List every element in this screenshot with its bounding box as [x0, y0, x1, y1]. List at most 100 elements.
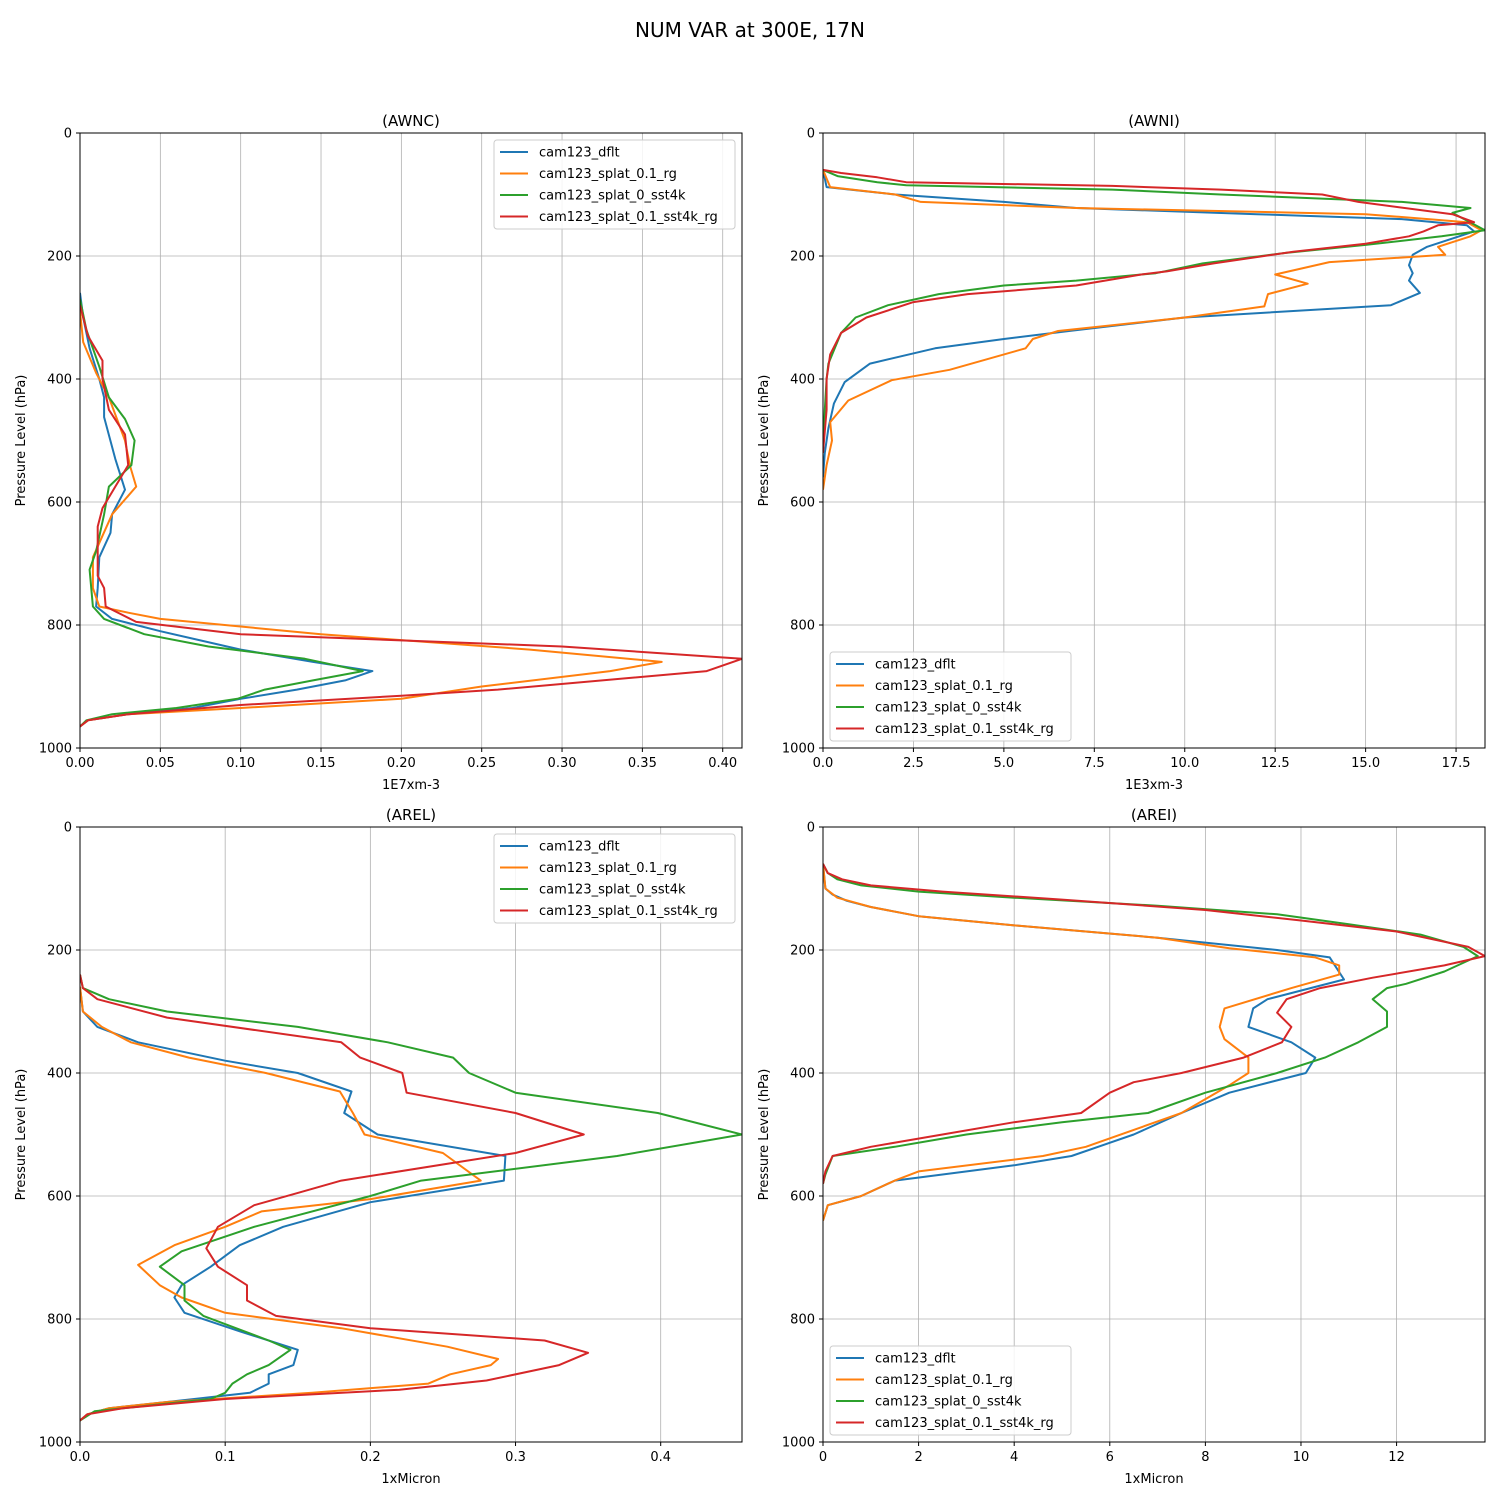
x-tick-label: 0.15 — [307, 756, 336, 771]
axes-frame — [822, 132, 1486, 749]
x-tick-label: 0.30 — [548, 756, 577, 771]
legend: cam123_dflt cam123_splat_0.1_rg cam123_spl… — [493, 833, 736, 924]
legend: cam123_dflt cam123_splat_0.1_rg cam123_spl… — [829, 1345, 1072, 1436]
chart-title: (AREI) — [1131, 806, 1177, 824]
y-axis-label: Pressure Level (hPa) — [14, 375, 29, 507]
legend-box — [493, 139, 736, 230]
y-tick-label: 400 — [790, 1067, 815, 1082]
series-line-cam123_splat_0.1_sst4k_rg — [80, 304, 742, 728]
axes-frame — [79, 132, 743, 749]
x-tick-label: 0.1 — [215, 1450, 236, 1465]
y-tick-label: 400 — [47, 373, 72, 388]
y-axis-label: Pressure Level (hPa) — [757, 375, 772, 507]
x-tick-label: 2.5 — [903, 756, 924, 771]
legend: cam123_dflt cam123_splat_0.1_rg cam123_spl… — [829, 651, 1072, 742]
x-tick-label: 0.00 — [66, 756, 95, 771]
series-group — [80, 974, 742, 1422]
x-axis-label: 1xMicron — [1124, 1472, 1183, 1487]
y-tick-label: 200 — [47, 944, 72, 959]
plot-area — [823, 133, 1485, 748]
legend-label: cam123_splat_0_sst4k — [539, 883, 686, 898]
chart-title: (AWNC) — [382, 112, 440, 130]
legend-label: cam123_splat_0.1_sst4k_rg — [875, 722, 1054, 737]
y-tick-label: 200 — [790, 250, 815, 265]
x-axis-label: 1xMicron — [381, 1472, 440, 1487]
y-tick-label: 400 — [790, 373, 815, 388]
y-tick-label: 200 — [790, 944, 815, 959]
y-tick-label: 400 — [47, 1067, 72, 1082]
y-axis-label: Pressure Level (hPa) — [757, 1069, 772, 1201]
x-tick-label: 0.40 — [708, 756, 737, 771]
legend-label: cam123_splat_0.1_sst4k_rg — [875, 1416, 1054, 1431]
legend-label: cam123_dflt — [539, 146, 620, 161]
figure-title: NUM VAR at 300E, 17N — [635, 18, 865, 42]
axes-frame — [822, 826, 1486, 1443]
y-tick-label: 600 — [790, 1190, 815, 1205]
series-line-cam123_splat_0_sst4k — [80, 974, 742, 1422]
series-line-cam123_dflt — [80, 986, 507, 1422]
series-line-cam123_dflt — [80, 292, 374, 728]
x-tick-label: 0.05 — [146, 756, 175, 771]
y-tick-label: 600 — [790, 496, 815, 511]
chart-panel-4: 0 2 4 6 8 10 12 0 200 400 600 800 1000 (AREI) 1xMicron… — [757, 806, 1486, 1487]
x-tick-label: 6 — [1106, 1450, 1114, 1465]
y-tick-label: 1000 — [39, 742, 72, 757]
legend-label: cam123_splat_0.1_rg — [539, 861, 677, 876]
legend-box — [493, 833, 736, 924]
series-line-cam123_splat_0.1_sst4k_rg — [823, 168, 1476, 453]
chart-title: (AREL) — [386, 806, 436, 824]
x-tick-label: 10 — [1293, 1450, 1310, 1465]
x-tick-label: 0.3 — [505, 1450, 526, 1465]
legend-label: cam123_splat_0_sst4k — [875, 1395, 1022, 1410]
x-axis-label: 1E3xm-3 — [1125, 778, 1183, 793]
x-tick-label: 7.5 — [1084, 756, 1105, 771]
legend-label: cam123_splat_0.1_rg — [875, 1373, 1013, 1388]
y-tick-label: 0 — [64, 127, 72, 142]
x-tick-label: 15.0 — [1351, 756, 1380, 771]
legend-label: cam123_splat_0.1_rg — [539, 167, 677, 182]
legend: cam123_dflt cam123_splat_0.1_rg cam123_spl… — [493, 139, 736, 230]
x-axis-label: 1E7xm-3 — [382, 778, 440, 793]
x-tick-label: 17.5 — [1442, 756, 1471, 771]
series-line-cam123_splat_0_sst4k — [80, 298, 364, 728]
series-line-cam123_splat_0.1_rg — [80, 986, 500, 1422]
panels: 0.00 0.05 0.10 0.15 0.20 0.25 0.30 0.35 0.400200… — [14, 112, 1486, 1487]
y-tick-label: 600 — [47, 496, 72, 511]
x-tick-label: 2 — [914, 1450, 922, 1465]
x-tick-label: 0.2 — [360, 1450, 381, 1465]
plot-area — [80, 133, 742, 748]
y-tick-label: 800 — [790, 1313, 815, 1328]
legend-label: cam123_splat_0.1_sst4k_rg — [539, 210, 718, 225]
legend-label: cam123_splat_0.1_sst4k_rg — [539, 904, 718, 919]
y-tick-label: 1000 — [782, 1436, 815, 1451]
series-line-cam123_splat_0_sst4k — [823, 863, 1479, 1184]
x-tick-label: 0.0 — [813, 756, 834, 771]
x-tick-label: 0.25 — [467, 756, 496, 771]
legend-label: cam123_splat_0_sst4k — [875, 701, 1022, 716]
x-tick-label: 10.0 — [1170, 756, 1199, 771]
legend-label: cam123_splat_0.1_rg — [875, 679, 1013, 694]
x-tick-label: 0.4 — [650, 1450, 671, 1465]
y-tick-label: 1000 — [39, 1436, 72, 1451]
x-tick-label: 0.20 — [387, 756, 416, 771]
series-line-cam123_splat_0.1_rg — [823, 863, 1341, 1221]
x-tick-label: 0.0 — [70, 1450, 91, 1465]
x-tick-label: 0 — [819, 1450, 827, 1465]
x-tick-label: 0.10 — [226, 756, 255, 771]
legend-label: cam123_dflt — [539, 840, 620, 855]
legend-box — [829, 1345, 1072, 1436]
legend-label: cam123_dflt — [875, 658, 956, 673]
legend-box — [829, 651, 1072, 742]
series-group — [823, 168, 1485, 490]
x-tick-label: 12 — [1388, 1450, 1405, 1465]
y-tick-label: 800 — [47, 1313, 72, 1328]
series-line-cam123_splat_0.1_sst4k_rg — [823, 863, 1485, 1184]
chart-panel-2: 0.0 2.5 5.0 7.5 10.0 12.5 15.0 17.5 0 200 400 600 80… — [757, 112, 1486, 793]
legend-label: cam123_dflt — [875, 1352, 956, 1367]
y-tick-label: 200 — [47, 250, 72, 265]
y-axis-label: Pressure Level (hPa) — [14, 1069, 29, 1201]
x-tick-label: 5.0 — [994, 756, 1015, 771]
y-tick-label: 800 — [47, 619, 72, 634]
series-line-cam123_splat_0.1_rg — [823, 169, 1483, 490]
